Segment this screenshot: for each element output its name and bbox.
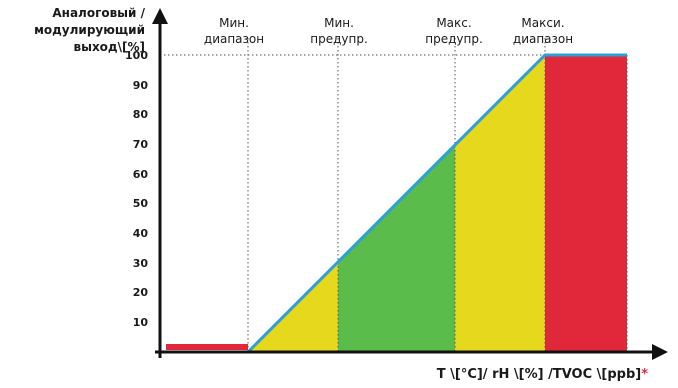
y-tick-70: 70 xyxy=(133,138,149,151)
y-tick-20: 20 xyxy=(133,286,149,299)
y-tick-10: 10 xyxy=(133,316,149,329)
y-tick-100: 100 xyxy=(125,49,148,62)
below-min-range-bar xyxy=(166,344,248,350)
y-axis-label-line-2: модулирующий xyxy=(34,23,145,37)
max-range-zone-fill xyxy=(545,55,627,352)
zone-label-min-range-1: Мин. xyxy=(219,16,249,30)
y-axis-label-line-3: выход\[%] xyxy=(74,40,146,54)
y-tick-80: 80 xyxy=(133,108,149,121)
normal-zone-fill xyxy=(338,144,455,352)
zone-label-max-warning-2: предупр. xyxy=(425,32,483,46)
max-warning-zone-fill xyxy=(455,55,545,352)
x-axis-label-text: T \[°C]/ rH \[%] /TVOC \[ppb] xyxy=(437,367,641,382)
y-axis-label-line-1: Аналоговый / xyxy=(52,6,145,20)
zone-label-max-range-2: диапазон xyxy=(513,32,573,46)
y-tick-50: 50 xyxy=(133,197,149,210)
y-tick-90: 90 xyxy=(133,79,149,92)
y-tick-40: 40 xyxy=(133,227,149,240)
zone-label-min-warning-1: Мин. xyxy=(324,16,354,30)
zone-label-max-range-1: Макси. xyxy=(521,16,564,30)
y-axis-arrowhead xyxy=(152,8,168,24)
zone-guide-lines xyxy=(160,38,628,352)
x-axis-label-asterisk: * xyxy=(641,367,648,382)
y-tick-60: 60 xyxy=(133,168,149,181)
x-axis-label: T \[°C]/ rH \[%] /TVOC \[ppb]* xyxy=(437,367,648,382)
x-axis-arrowhead xyxy=(652,344,668,360)
zone-label-min-range-2: диапазон xyxy=(204,32,264,46)
zone-label-min-warning-2: предупр. xyxy=(310,32,368,46)
y-tick-30: 30 xyxy=(133,257,149,270)
zone-label-max-warning-1: Макс. xyxy=(436,16,471,30)
